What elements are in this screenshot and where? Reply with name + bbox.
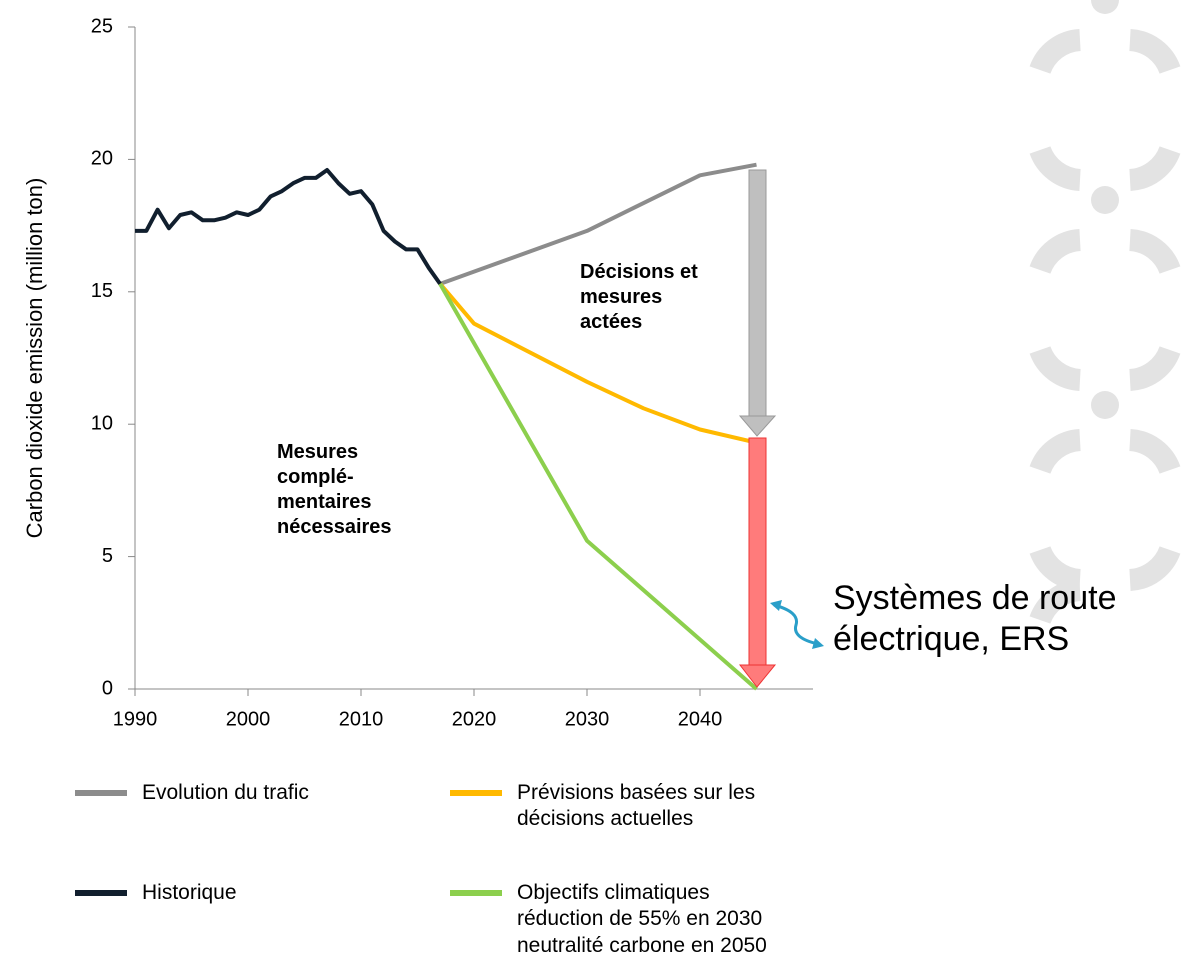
legend-swatch (450, 890, 502, 896)
x-tick-label: 2030 (565, 708, 610, 730)
x-tick-label: 2000 (226, 708, 271, 730)
x-tick-label: 2040 (678, 708, 723, 730)
link-arrow-head (812, 638, 824, 649)
y-tick-label: 0 (102, 677, 113, 699)
background-dot (1091, 391, 1119, 419)
y-tick-label: 25 (91, 15, 113, 37)
y-axis-label: Carbon dioxide emission (million ton) (22, 178, 47, 539)
legend-label: Evolution du trafic (142, 781, 309, 804)
annotation: Décisions et mesures actées (580, 261, 698, 333)
gap-arrow-gray-head (738, 415, 777, 437)
x-tick-label: 2020 (452, 708, 497, 730)
series-line (438, 282, 758, 691)
background-dot (1091, 0, 1119, 14)
legend-label: Prévisions basées sur les décisions actu… (517, 781, 756, 831)
x-tick-label: 1990 (113, 708, 158, 730)
legend-swatch (75, 790, 127, 796)
legend-swatch (450, 790, 502, 796)
annotation: Systèmes de route électrique, ERS (833, 579, 1117, 658)
background-pattern (1029, 29, 1181, 625)
annotation: Mesures complé- mentaires nécessaires (277, 441, 392, 538)
y-tick-label: 15 (91, 280, 113, 302)
x-tick-label: 2010 (339, 708, 384, 730)
series-line (439, 162, 757, 286)
y-tick-label: 20 (91, 148, 113, 170)
legend-swatch (75, 890, 127, 896)
link-arrow (773, 603, 819, 646)
series-line (135, 167, 442, 286)
background-dot (1091, 186, 1119, 214)
series-line (438, 282, 757, 445)
y-tick-label: 10 (91, 412, 113, 434)
link-arrow-head (770, 600, 782, 611)
gap-arrow-red (748, 437, 767, 667)
gap-arrow-gray (748, 169, 767, 419)
legend-label: Objectifs climatiques réduction de 55% e… (517, 881, 767, 957)
y-tick-label: 5 (102, 545, 113, 567)
gap-arrow-red-head (738, 664, 777, 688)
legend-label: Historique (142, 881, 237, 904)
